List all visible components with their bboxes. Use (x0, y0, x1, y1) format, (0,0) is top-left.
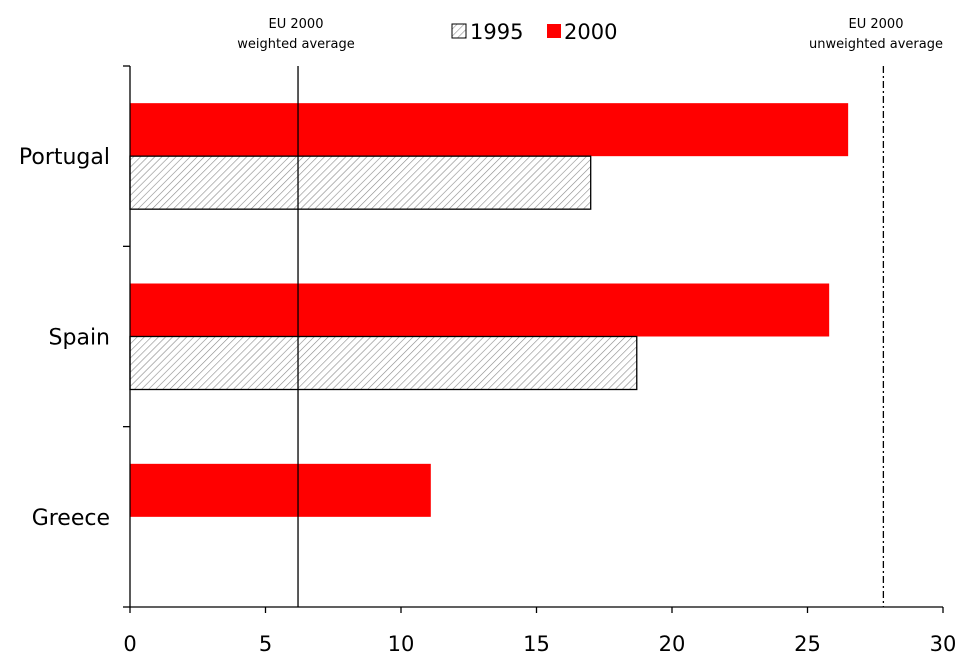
x-tick-label-0: 0 (123, 632, 136, 655)
unweighted-average-label-line2: unweighted average (809, 37, 943, 52)
weighted-average-label-line1: EU 2000 (269, 17, 324, 32)
bar-2000-spain (130, 283, 830, 337)
category-label-spain: Spain (49, 326, 110, 351)
bar-2000-portugal (130, 103, 849, 157)
reference-lines (297, 66, 885, 607)
bar-2000-greece (130, 463, 431, 517)
y-axis-ticks (123, 65, 130, 608)
category-label-greece: Greece (32, 506, 110, 531)
x-tick-label-10: 10 (388, 632, 415, 655)
category-label-portugal: Portugal (19, 145, 110, 170)
legend: 1995 2000 (451, 20, 617, 44)
legend-label-2000: 2000 (564, 20, 617, 44)
reference-line-labels: EU 2000 weighted average EU 2000 unweigh… (237, 17, 943, 52)
x-axis-ticks: 0 5 10 15 20 25 30 (123, 607, 956, 655)
x-tick-label-20: 20 (659, 632, 686, 655)
unweighted-average-label-line1: EU 2000 (849, 17, 904, 32)
x-tick-label-30: 30 (930, 632, 957, 655)
category-labels: Portugal Spain Greece (19, 145, 110, 531)
legend-swatch-1995 (451, 23, 467, 39)
bar-1995-spain (129, 335, 638, 391)
legend-swatch-2000 (547, 24, 561, 38)
bars (129, 103, 849, 517)
legend-label-1995: 1995 (470, 20, 523, 44)
x-tick-label-15: 15 (523, 632, 550, 655)
x-tick-label-5: 5 (259, 632, 272, 655)
bar-1995-portugal (129, 155, 592, 210)
weighted-average-label-line2: weighted average (237, 37, 354, 52)
plot-area: 0 5 10 15 20 25 30 Portugal Spain Greece (19, 65, 956, 655)
x-tick-label-25: 25 (794, 632, 821, 655)
